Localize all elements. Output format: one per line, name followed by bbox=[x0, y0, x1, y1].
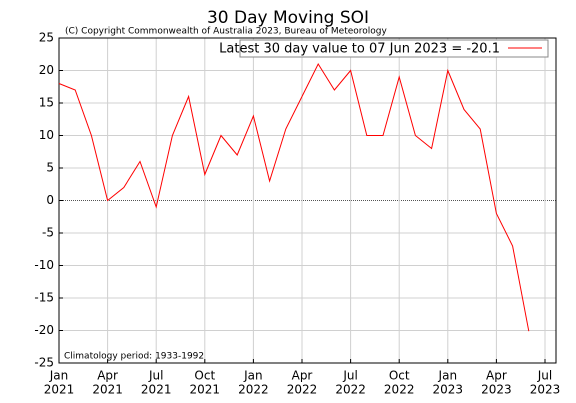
y-tick-label: 20 bbox=[39, 63, 54, 77]
x-tick-label: 2022 bbox=[238, 383, 269, 397]
x-tick-label: Jul bbox=[148, 369, 163, 383]
x-tick-label: 2022 bbox=[335, 383, 366, 397]
legend-box bbox=[239, 39, 549, 58]
y-tick-label: 5 bbox=[46, 161, 54, 175]
x-tick-label: Oct bbox=[389, 369, 410, 383]
x-tick-label: 2021 bbox=[44, 383, 75, 397]
data-line bbox=[58, 62, 530, 332]
y-tick-label: 15 bbox=[39, 96, 54, 110]
chart-subtitle: (C) Copyright Commonwealth of Australia … bbox=[65, 27, 388, 37]
legend-label: Latest 30 day value to 07 Jun 2023 = -20… bbox=[219, 42, 500, 57]
annotation: Climatology period: 1933-1992 bbox=[64, 352, 204, 362]
x-tick-label: Jan bbox=[438, 369, 458, 383]
y-tick-label: -20 bbox=[34, 323, 54, 337]
x-tick-label: Jul bbox=[537, 369, 552, 383]
y-tick-label: 25 bbox=[39, 31, 54, 45]
x-tick-label: Apr bbox=[97, 369, 118, 383]
y-tick-label: -10 bbox=[34, 258, 54, 272]
y-tick-label: -5 bbox=[42, 226, 54, 240]
legend: Latest 30 day value to 07 Jun 2023 = -20… bbox=[219, 39, 549, 58]
y-tick-label: 0 bbox=[46, 193, 54, 207]
chart-title: 30 Day Moving SOI bbox=[207, 8, 369, 28]
x-tick-label: Apr bbox=[292, 369, 313, 383]
x-tick-label: 2021 bbox=[92, 383, 123, 397]
x-tick-label: Oct bbox=[194, 369, 215, 383]
plot-frame bbox=[58, 37, 557, 364]
x-tick-label: 2022 bbox=[384, 383, 415, 397]
x-tick-label: 2021 bbox=[190, 383, 221, 397]
x-tick-label: 2023 bbox=[433, 383, 464, 397]
y-tick-label: -25 bbox=[34, 356, 54, 370]
x-tick-label: 2023 bbox=[481, 383, 512, 397]
x-tick-label: 2022 bbox=[287, 383, 318, 397]
x-tick-label: Apr bbox=[486, 369, 507, 383]
x-tick-label: 2023 bbox=[530, 383, 561, 397]
x-tick-label: 2021 bbox=[141, 383, 172, 397]
x-tick-label: Jan bbox=[243, 369, 263, 383]
x-tick-label: Jul bbox=[342, 369, 357, 383]
x-tick-label: Jan bbox=[49, 369, 69, 383]
y-tick-label: -15 bbox=[34, 291, 54, 305]
y-tick-label: 10 bbox=[39, 128, 54, 142]
